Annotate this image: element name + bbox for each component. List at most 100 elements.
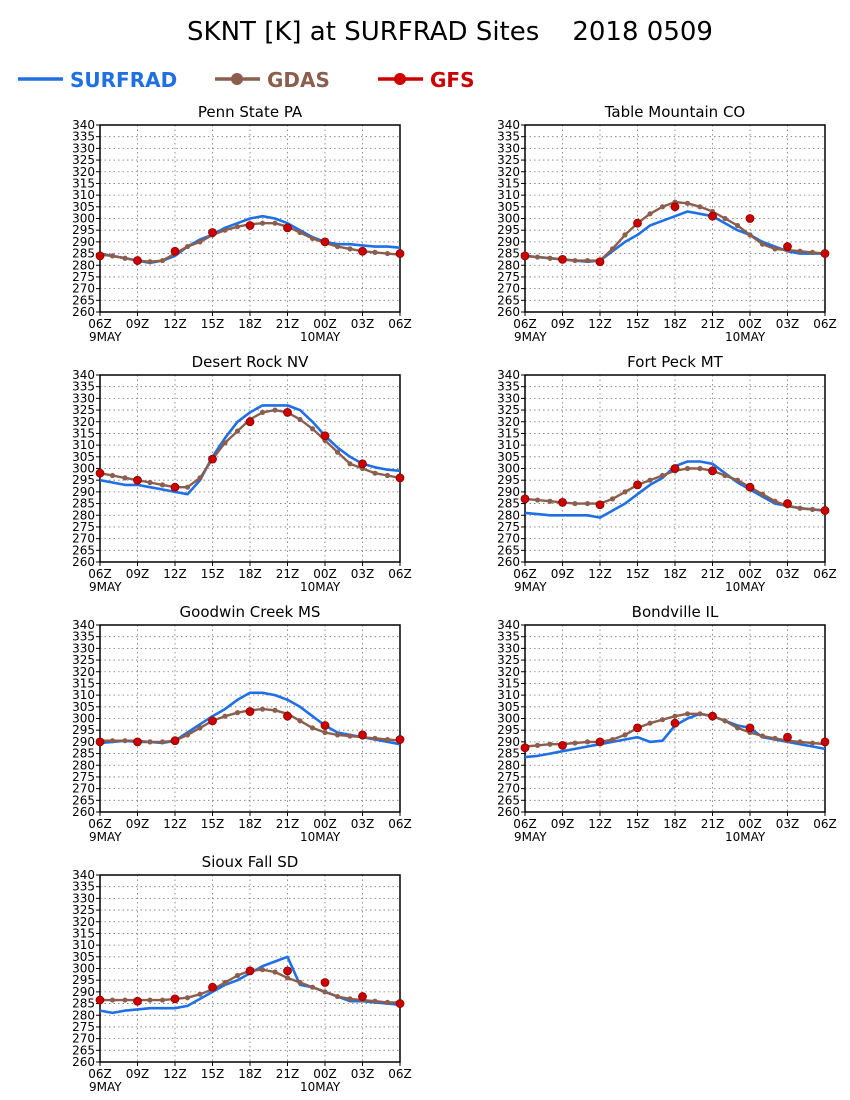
gdas-point	[572, 500, 578, 507]
gdas-point	[222, 227, 228, 233]
y-tick-label: 295	[497, 473, 520, 487]
y-tick-label: 285	[72, 997, 95, 1011]
date-label: 10MAY	[300, 580, 341, 594]
gdas-point	[384, 736, 391, 743]
y-tick-label: 315	[497, 176, 520, 190]
gdas-point	[572, 740, 578, 746]
y-tick-label: 335	[497, 130, 520, 144]
y-tick-label: 260	[497, 805, 520, 819]
gdas-point	[759, 491, 766, 497]
gfs-point	[633, 723, 642, 733]
gdas-point	[147, 997, 153, 1003]
x-tick-label: 06Z	[388, 1067, 412, 1081]
y-tick-label: 290	[72, 485, 95, 499]
series-surfrad	[99, 404, 401, 496]
gdas-point	[384, 472, 391, 479]
gdas-point	[647, 720, 653, 726]
gdas-point	[609, 736, 616, 743]
gfs-point	[520, 743, 530, 753]
y-tick-label: 335	[497, 380, 520, 394]
date-label: 10MAY	[300, 1080, 341, 1094]
x-tick-label: 03Z	[776, 317, 800, 331]
y-tick-label: 295	[72, 723, 95, 737]
gdas-point	[572, 257, 578, 264]
x-tick-label: 15Z	[201, 567, 225, 581]
y-tick-label: 340	[497, 618, 520, 632]
gfs-point	[595, 500, 605, 510]
panel-title: Bondville IL	[632, 603, 719, 621]
date-label: 9MAY	[89, 830, 122, 844]
y-tick-label: 300	[72, 212, 95, 226]
y-tick-label: 285	[497, 247, 520, 261]
date-label: 9MAY	[89, 1080, 122, 1094]
gdas-point	[347, 246, 353, 252]
y-tick-label: 290	[497, 735, 520, 749]
gdas-point	[234, 224, 241, 230]
y-tick-label: 315	[497, 676, 520, 690]
y-tick-label: 280	[497, 258, 520, 272]
y-tick-label: 330	[72, 641, 95, 655]
gdas-point	[684, 200, 691, 206]
x-tick-label: 06Z	[88, 1067, 112, 1081]
gfs-point	[245, 707, 255, 716]
y-tick-label: 265	[72, 293, 95, 307]
x-tick-label: 09Z	[126, 1067, 150, 1081]
x-tick-label: 12Z	[163, 567, 187, 581]
y-tick-label: 275	[497, 520, 520, 534]
gfs-point	[358, 246, 367, 256]
y-tick-label: 260	[72, 305, 95, 319]
y-tick-label: 325	[72, 653, 95, 667]
gdas-point	[672, 713, 678, 719]
y-tick-label: 280	[497, 758, 520, 772]
gdas-point	[334, 449, 341, 455]
x-tick-label: 03Z	[351, 567, 375, 581]
y-tick-label: 280	[72, 508, 95, 522]
y-tick-label: 295	[497, 223, 520, 237]
x-tick-label: 15Z	[201, 817, 225, 831]
y-tick-label: 285	[72, 497, 95, 511]
gdas-point	[534, 254, 541, 260]
x-tick-label: 00Z	[313, 567, 337, 581]
y-tick-label: 335	[72, 630, 95, 644]
chart-panel: 3403353303253203153103053002952902852802…	[72, 603, 412, 844]
gfs-point	[133, 256, 142, 265]
gdas-point	[309, 725, 316, 731]
gdas-point	[184, 995, 191, 1001]
y-tick-label: 340	[72, 368, 95, 382]
chart-panels: 3403353303253203153103053002952902852802…	[72, 103, 837, 1094]
legend: SURFRAD GDAS GFS	[18, 68, 474, 92]
gfs-point	[320, 431, 330, 441]
gdas-point	[272, 707, 278, 713]
x-tick-label: 18Z	[238, 1067, 262, 1081]
y-tick-label: 305	[497, 450, 520, 464]
gdas-point	[234, 710, 241, 716]
gfs-point	[358, 730, 367, 740]
x-tick-label: 06Z	[513, 317, 537, 331]
x-tick-label: 00Z	[738, 317, 762, 331]
gfs-point	[820, 249, 830, 258]
gdas-point	[347, 733, 353, 739]
y-tick-label: 280	[72, 758, 95, 772]
x-tick-label: 18Z	[663, 567, 687, 581]
date-label: 10MAY	[300, 330, 341, 344]
gdas-point	[159, 997, 166, 1003]
gfs-point	[708, 211, 717, 221]
y-tick-label: 295	[497, 723, 520, 737]
date-label: 10MAY	[725, 830, 766, 844]
series-line	[99, 404, 401, 496]
y-tick-label: 330	[72, 891, 95, 905]
y-tick-label: 305	[72, 200, 95, 214]
y-tick-label: 325	[72, 403, 95, 417]
gdas-point	[547, 498, 553, 504]
gfs-point	[170, 246, 180, 256]
x-tick-label: 21Z	[701, 817, 725, 831]
y-tick-label: 305	[72, 450, 95, 464]
y-tick-label: 310	[72, 188, 95, 202]
gdas-point	[809, 506, 816, 513]
y-tick-label: 335	[72, 380, 95, 394]
gfs-point	[558, 255, 567, 264]
gfs-point	[170, 736, 180, 746]
x-tick-label: 15Z	[626, 567, 650, 581]
y-tick-label: 330	[72, 391, 95, 405]
gdas-point	[109, 738, 116, 744]
